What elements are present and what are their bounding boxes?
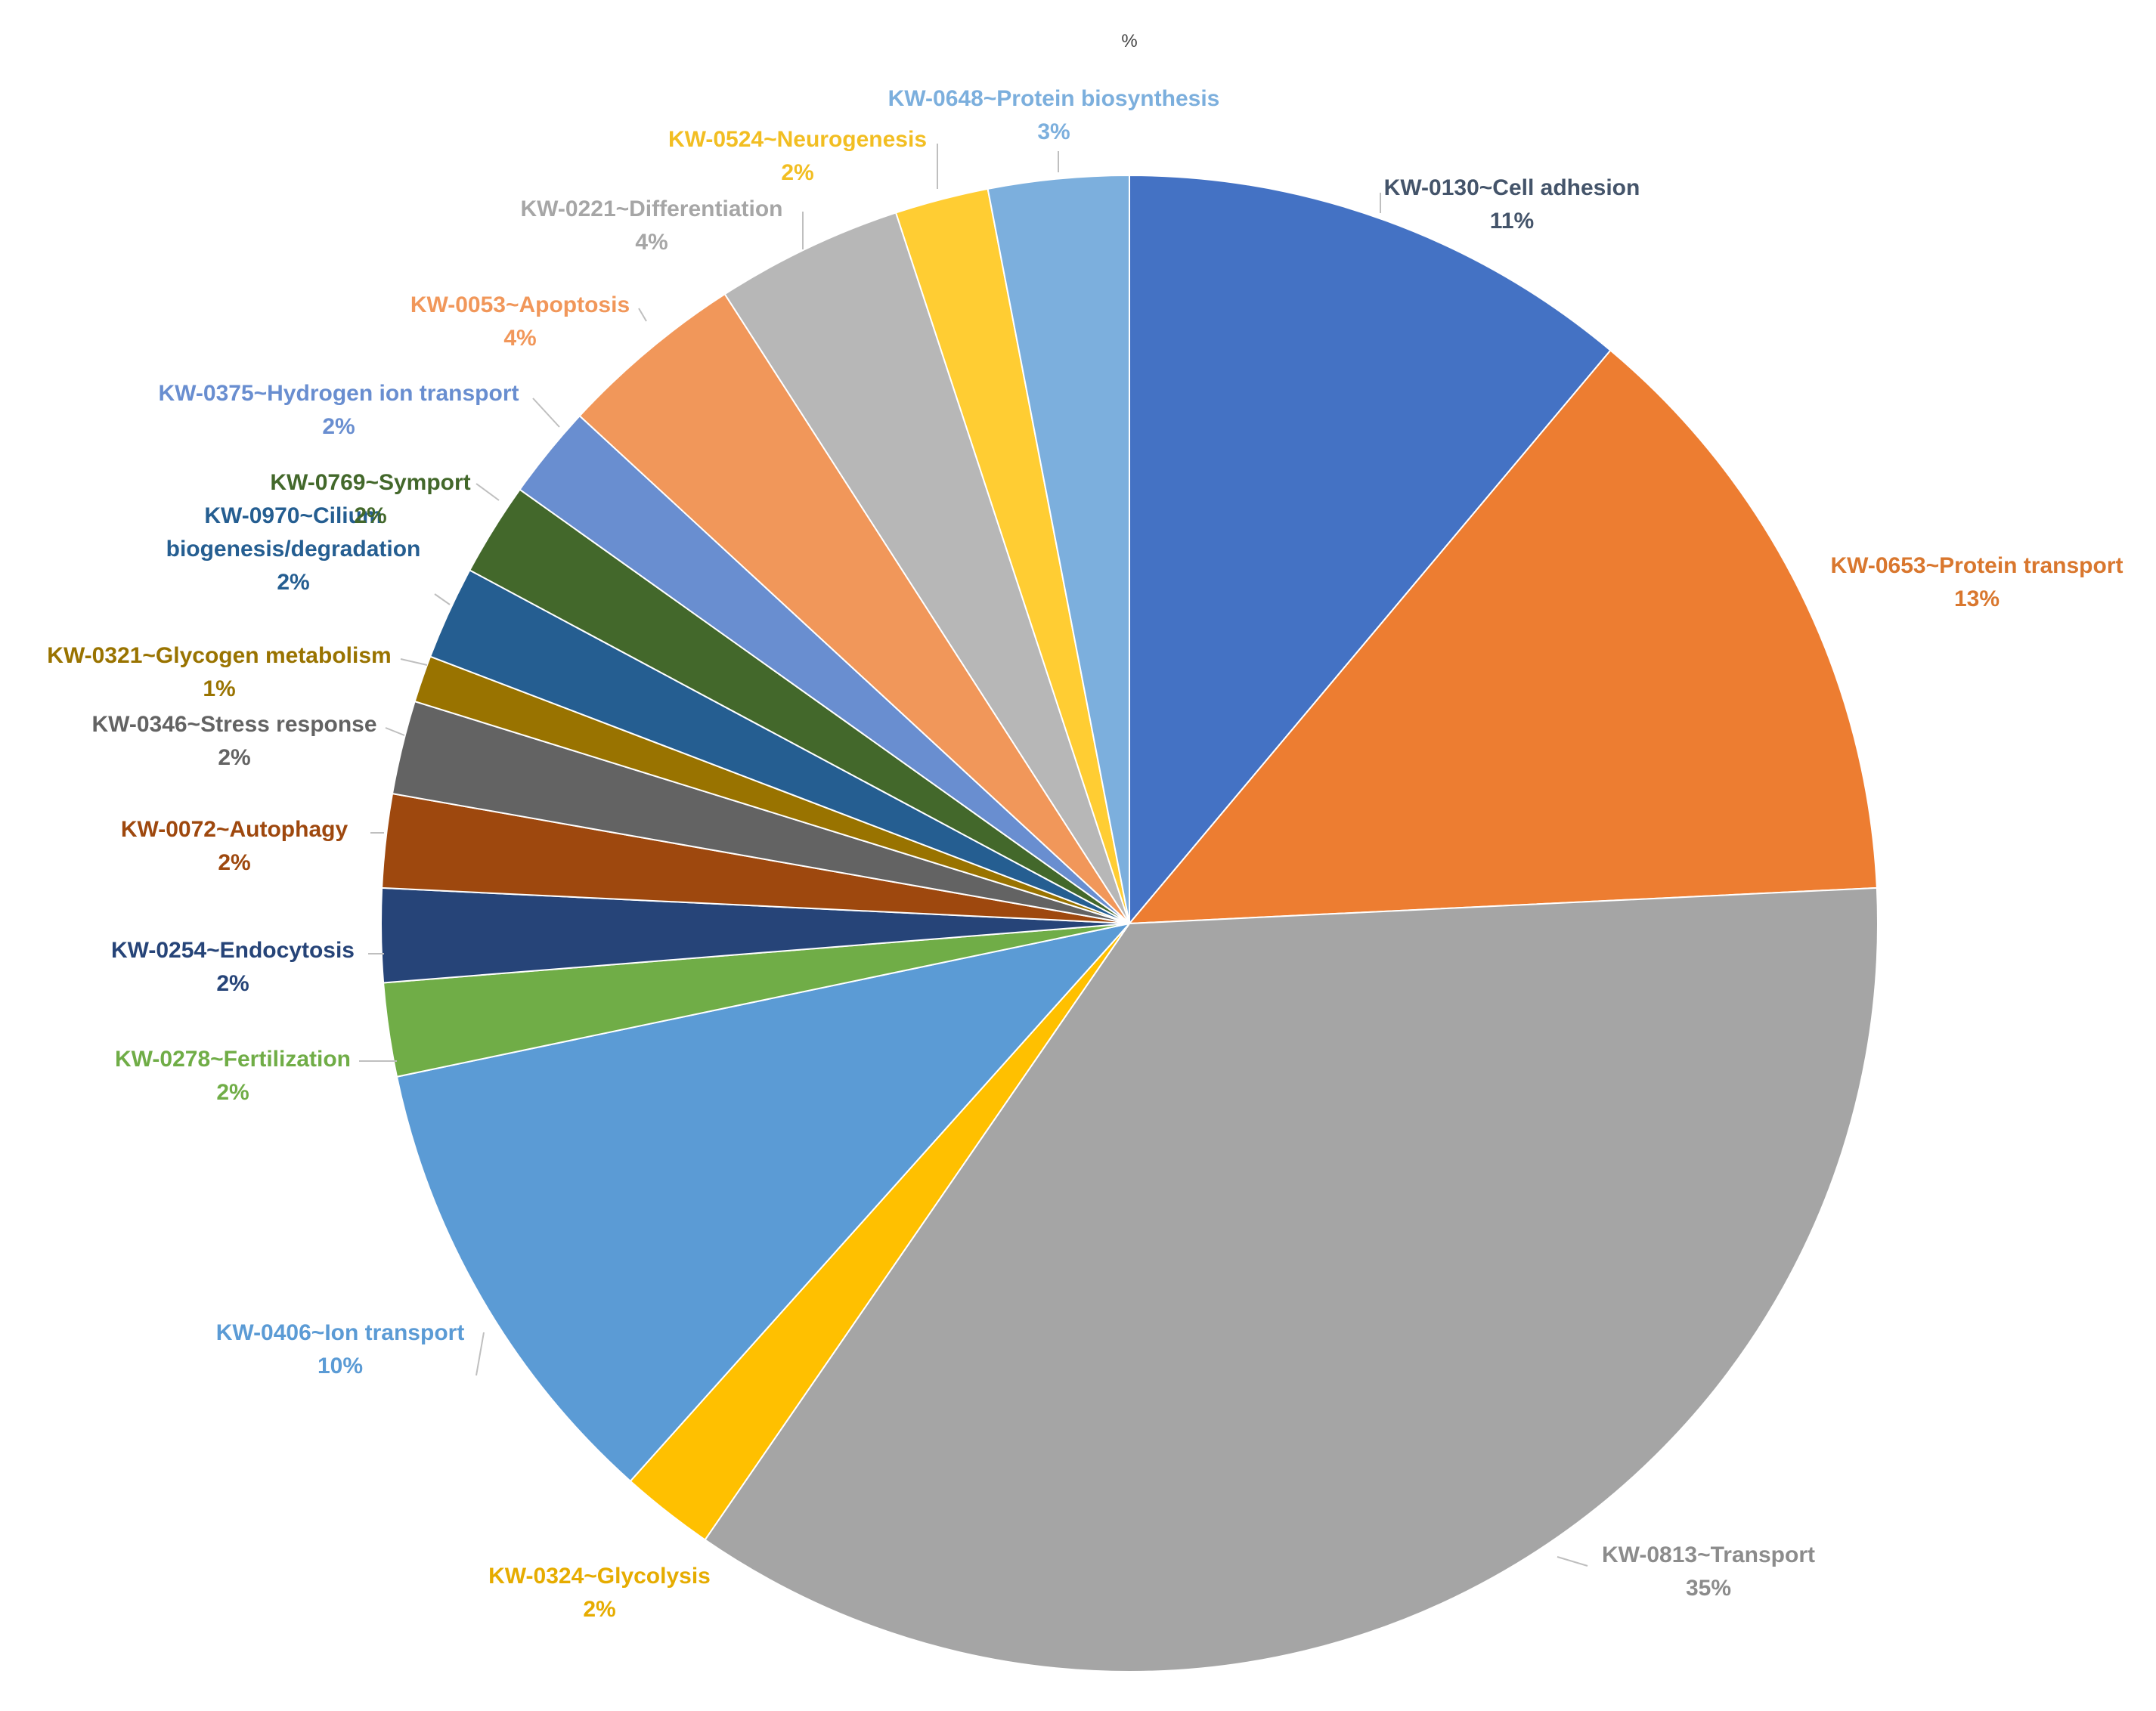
slice-label-value: 2% <box>583 1597 615 1622</box>
leader-line <box>385 727 405 736</box>
slice-label-value: 2% <box>216 1080 249 1105</box>
leader-line <box>1557 1556 1588 1567</box>
slice-label-name: KW-0648~Protein biosynthesis <box>888 86 1220 111</box>
slice-label-name: KW-0346~Stress response <box>91 712 376 737</box>
leader-line <box>475 483 500 501</box>
slice-label-value: 2% <box>216 971 249 996</box>
slice-label-value: 35% <box>1686 1576 1731 1601</box>
slice-label-name: biogenesis/degradation <box>166 537 421 562</box>
leader-line <box>638 308 647 322</box>
slice-label-name: KW-0072~Autophagy <box>121 817 348 842</box>
leader-lines <box>359 144 1588 1567</box>
slice-label-value: 11% <box>1490 209 1534 234</box>
slice-labels: KW-0130~Cell adhesion 11% KW-0653~Protein … <box>47 86 2123 1622</box>
slice-label-value: 1% <box>203 676 235 701</box>
pie-slice <box>704 886 1879 1672</box>
leader-line <box>532 398 560 428</box>
pie-slice <box>578 292 1130 924</box>
slice-label-name: KW-0769~Symport <box>270 470 470 495</box>
slice-label-name: KW-0321~Glycogen metabolism <box>47 643 391 668</box>
slice-label-value: 2% <box>277 570 309 595</box>
slice-label-name: KW-0406~Ion transport <box>216 1320 465 1345</box>
chart-title: % <box>1121 31 1137 51</box>
slice-label-name: KW-0653~Protein transport <box>1831 553 2123 578</box>
pie-slice <box>1127 349 1878 925</box>
slice-label-value: 2% <box>354 503 386 528</box>
slice-label-value: 4% <box>635 230 668 255</box>
slice-label-name: KW-0254~Endocytosis <box>111 938 355 963</box>
slice-label-name: KW-0278~Fertilization <box>115 1047 351 1072</box>
pie-slice <box>987 174 1130 924</box>
slice-label-name: KW-0970~Cilium <box>204 503 382 528</box>
slice-label-value: 2% <box>781 160 813 185</box>
slice-label-value: 4% <box>503 326 536 351</box>
slice-label-name: KW-0324~Glycolysis <box>488 1564 711 1589</box>
slice-label-name: KW-0053~Apoptosis <box>410 292 630 317</box>
slice-label-value: 2% <box>218 850 250 875</box>
leader-line <box>434 593 451 605</box>
slice-label-name: KW-0813~Transport <box>1602 1542 1815 1567</box>
slice-label-name: KW-0524~Neurogenesis <box>668 127 927 152</box>
slice-label-value: 3% <box>1037 119 1070 144</box>
slice-label-name: KW-0130~Cell adhesion <box>1384 175 1640 200</box>
pie-slice <box>723 212 1130 924</box>
slice-label-value: 2% <box>218 745 250 770</box>
leader-line <box>475 1332 485 1376</box>
pie-slices <box>380 174 1879 1672</box>
slice-label-value: 10% <box>318 1354 363 1378</box>
pie-slice <box>395 922 1132 1483</box>
slice-label-name: KW-0375~Hydrogen ion transport <box>159 381 519 406</box>
slice-label-name: KW-0221~Differentiation <box>521 196 783 221</box>
slice-label-value: 13% <box>1954 586 2000 611</box>
pie-slice <box>1129 174 1612 926</box>
leader-line <box>400 658 428 666</box>
slice-label-value: 2% <box>322 414 355 439</box>
